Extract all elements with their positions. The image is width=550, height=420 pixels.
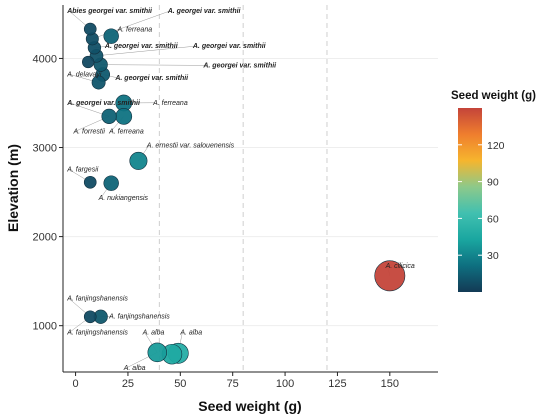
annotation-label: A. ernestii var. salouenensis [146, 143, 235, 150]
annotation-label: A. alba [142, 330, 165, 337]
y-axis-title: Elevation (m) [5, 144, 21, 232]
data-point [103, 28, 119, 44]
legend-tick-label: 30 [487, 250, 499, 262]
legend-tick-label: 60 [487, 213, 499, 225]
x-tick-label: 25 [122, 378, 134, 390]
annotation-label: A. fanjingshanensis [66, 330, 128, 337]
y-tick-label: 3000 [33, 143, 57, 155]
y-tick-label: 2000 [33, 232, 57, 244]
annotation-label: Abies georgei var. smithii [66, 8, 153, 15]
color-legend: Seed weight (g) 30 60 90 120 [451, 90, 536, 292]
data-point [83, 175, 97, 189]
data-point [101, 108, 117, 124]
annotation-label: A. georgei var. smithii [66, 100, 141, 107]
legend-ticks: 30 60 90 120 [458, 140, 505, 262]
axes [62, 5, 438, 373]
legend-colorbar [458, 108, 482, 292]
vertical-dashed-lines [158, 5, 328, 372]
annotation-label: A. nukiangensis [98, 195, 149, 202]
annotation-label: A. delavayi [66, 71, 102, 78]
annotation-labels: Abies georgei var. smithii A. georgei var… [66, 8, 415, 372]
axis-ticks: 0 25 50 75 100 125 150 1000 2000 3000 4000 [33, 53, 399, 390]
annotation-leader-line [96, 45, 195, 57]
annotation-leader-line [100, 64, 206, 66]
data-point [83, 22, 97, 36]
legend-tick-label: 90 [487, 177, 499, 189]
annotation-label: A. fanjingshanensis [66, 296, 128, 303]
legend-title: Seed weight (g) [451, 90, 536, 102]
x-tick-label: 0 [73, 378, 79, 390]
x-tick-label: 75 [227, 378, 239, 390]
x-tick-label: 125 [328, 378, 346, 390]
y-tick-label: 4000 [33, 53, 57, 65]
data-point [115, 107, 133, 125]
annotation-label: A. ferreana [152, 100, 188, 107]
data-points [82, 22, 406, 365]
data-point [103, 175, 119, 191]
annotation-label: A. alba [179, 330, 202, 337]
data-point [374, 260, 406, 292]
data-point [91, 75, 106, 90]
annotation-label: A. georgei var. smithii [104, 43, 179, 50]
annotation-label: A. georgei var. smithii [192, 43, 267, 50]
annotation-label: A. georgei var. smithii [167, 8, 242, 15]
data-point [82, 55, 95, 69]
grid-lines [63, 57, 438, 327]
annotation-label: A. ferreana [108, 128, 144, 135]
annotation-label: A. ferreana [116, 27, 152, 34]
data-point [83, 310, 97, 324]
data-point [129, 151, 148, 170]
data-point [147, 342, 168, 363]
x-axis-title: Seed weight (g) [198, 398, 301, 414]
annotation-label: A. georgei var. smithii [202, 62, 277, 69]
y-tick-label: 1000 [33, 321, 57, 333]
annotation-label: A. fanjingshanensis [108, 314, 170, 321]
annotation-label: A. alba [123, 365, 146, 372]
annotation-label: A. fargesii [66, 167, 99, 174]
x-tick-label: 150 [381, 378, 399, 390]
x-tick-label: 100 [276, 378, 294, 390]
annotation-label: A. cilicica [385, 263, 415, 270]
annotation-label: A. forrestii [72, 128, 105, 135]
annotation-label: A. georgei var. smithii [114, 75, 189, 82]
x-tick-label: 50 [174, 378, 186, 390]
legend-tick-label: 120 [487, 140, 505, 152]
